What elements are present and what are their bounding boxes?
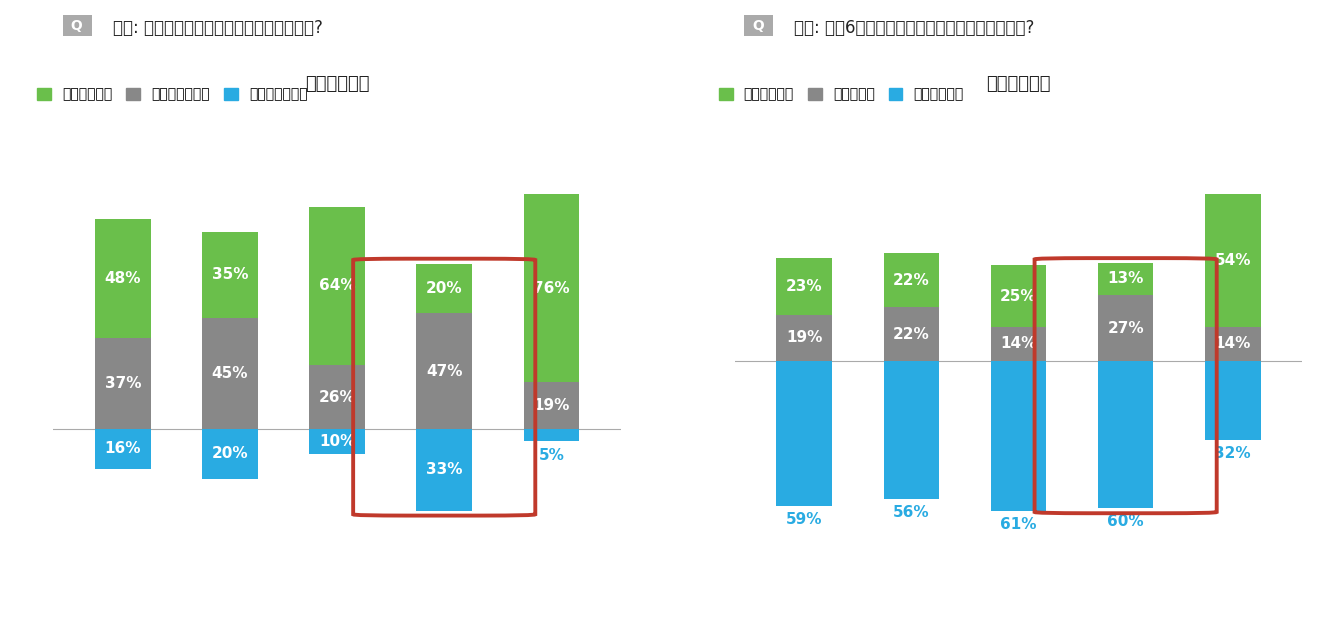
Text: 48%: 48%	[105, 271, 141, 286]
Text: 23%: 23%	[785, 279, 823, 294]
Text: 19%: 19%	[785, 330, 823, 345]
Text: Q: Q	[66, 19, 88, 32]
Text: 22%: 22%	[893, 273, 930, 288]
Bar	[1205, 194, 1261, 327]
Bar	[202, 318, 258, 429]
Text: 61%: 61%	[1001, 517, 1037, 532]
Text: 20%: 20%	[425, 281, 462, 296]
Text: 14%: 14%	[1215, 336, 1251, 351]
Bar	[524, 429, 579, 442]
Bar	[884, 253, 940, 307]
Text: 37%: 37%	[105, 376, 141, 391]
Bar	[310, 429, 365, 454]
Bar	[94, 338, 150, 429]
Text: 仕事の満足度: 仕事の満足度	[304, 75, 369, 93]
Bar	[202, 429, 258, 479]
Text: 32%: 32%	[1215, 446, 1251, 461]
Text: 13%: 13%	[1107, 271, 1144, 286]
Bar	[1205, 361, 1261, 440]
Text: 5%: 5%	[538, 447, 565, 462]
Text: 56%: 56%	[893, 505, 930, 520]
Text: 47%: 47%	[427, 364, 462, 379]
Bar	[416, 264, 472, 313]
Bar	[1098, 295, 1154, 361]
Bar	[776, 314, 832, 361]
Bar	[776, 361, 832, 506]
Bar	[990, 265, 1046, 327]
Bar	[1098, 263, 1154, 295]
Text: 60%: 60%	[1107, 514, 1144, 529]
Text: 64%: 64%	[319, 278, 355, 293]
Bar	[310, 365, 365, 429]
Bar	[524, 382, 579, 429]
Bar	[1205, 327, 1261, 361]
Text: 20%: 20%	[211, 446, 249, 461]
Legend: 可能性は高い, わからない, 可能性は低い: 可能性は高い, わからない, 可能性は低い	[714, 82, 969, 107]
Bar	[990, 327, 1046, 361]
Text: 26%: 26%	[319, 389, 355, 404]
Text: 35%: 35%	[211, 267, 249, 282]
Text: 54%: 54%	[1215, 253, 1251, 268]
Bar	[884, 361, 940, 499]
Text: 25%: 25%	[1001, 289, 1037, 304]
Text: 22%: 22%	[893, 326, 930, 342]
Text: 45%: 45%	[211, 366, 249, 381]
Bar	[524, 195, 579, 382]
Text: 14%: 14%	[1001, 336, 1037, 351]
Bar	[884, 307, 940, 361]
Bar	[94, 429, 150, 469]
Text: 質問: 今後6カ月以内に今の組織を離れる可能性は?: 質問: 今後6カ月以内に今の組織を離れる可能性は?	[795, 19, 1035, 37]
Text: 10%: 10%	[319, 434, 355, 449]
Text: 76%: 76%	[533, 281, 570, 296]
Bar	[1098, 361, 1154, 509]
Bar	[310, 207, 365, 365]
Text: 離職の可能性: 離職の可能性	[986, 75, 1051, 93]
Bar	[776, 258, 832, 314]
Bar	[202, 232, 258, 318]
Text: 質問: 今の仕事にどの程度満足していますか?: 質問: 今の仕事にどの程度満足していますか?	[113, 19, 323, 37]
Text: 19%: 19%	[533, 398, 570, 413]
Text: 16%: 16%	[105, 441, 141, 456]
Legend: 満足している, どちらでもない, 満足していない: 満足している, どちらでもない, 満足していない	[32, 82, 314, 107]
Text: 33%: 33%	[427, 462, 462, 477]
Bar	[990, 361, 1046, 511]
Text: 27%: 27%	[1107, 321, 1144, 336]
Bar	[94, 219, 150, 338]
Bar	[416, 429, 472, 510]
Text: 59%: 59%	[785, 512, 823, 527]
Bar	[416, 313, 472, 429]
Text: Q: Q	[748, 19, 769, 32]
